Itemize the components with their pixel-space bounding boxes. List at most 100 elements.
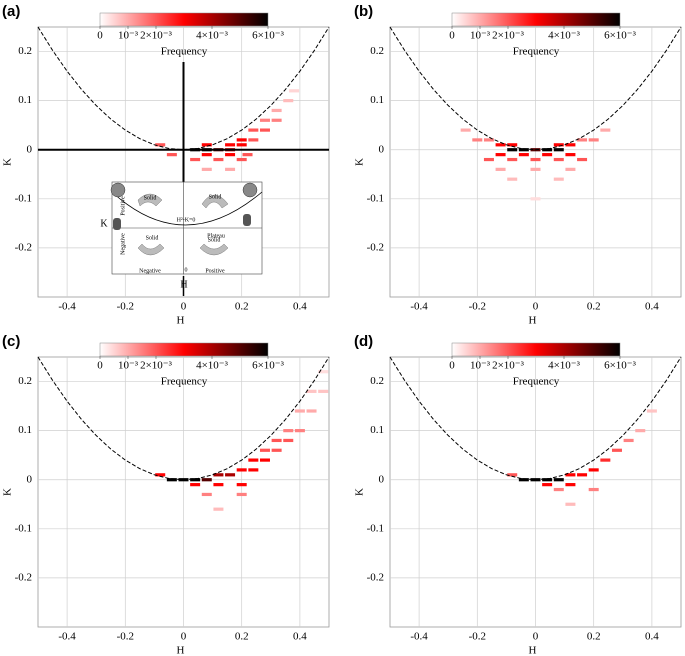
colorbar-label: Frequency: [513, 46, 560, 58]
heat-cell: [283, 99, 294, 103]
heat-cell: [213, 483, 224, 487]
colorbar-tick-label: 0: [97, 360, 103, 372]
cylinder: [243, 214, 251, 226]
y-tick-label: 0.2: [370, 45, 384, 57]
y-tick-label: 0: [27, 473, 33, 485]
heat-cell: [225, 153, 236, 157]
colorbar-tick-label: 6×10⁻³: [604, 360, 637, 372]
y-tick-label: 0.1: [18, 424, 32, 436]
panel: -0.4 -0.2 0 0.2 0.4 -0.2 -0.1 0 0.1 0.2 0 10⁻³ 2×10⁻…: [354, 333, 682, 656]
inset-label: Solid: [146, 235, 159, 241]
heat-cell: [600, 458, 611, 462]
heat-cell: [306, 389, 317, 393]
y-tick-label: 0: [379, 143, 385, 155]
x-tick-label: -0.4: [410, 631, 428, 643]
heat-cell: [472, 138, 483, 142]
x-tick-label: -0.2: [469, 301, 486, 313]
heat-cell: [542, 478, 553, 482]
y-tick-label: 0.2: [18, 45, 32, 57]
y-tick-label: -0.1: [15, 522, 32, 534]
heat-cell: [577, 157, 588, 162]
colorbar: [451, 12, 621, 27]
heat-cell: [553, 487, 564, 492]
x-tick-label: 0: [181, 301, 187, 313]
heat-cell: [155, 473, 166, 477]
colorbar-tick-label: 6×10⁻³: [252, 30, 285, 42]
boundary-curve: [389, 26, 682, 151]
heat-cell: [248, 138, 259, 142]
x-tick-label: 0.4: [645, 301, 659, 313]
x-tick-label: -0.2: [117, 631, 134, 643]
heat-cell: [236, 143, 247, 147]
colorbar-tick-label: 4×10⁻³: [196, 360, 229, 372]
heat-cell: [565, 502, 576, 506]
heat-cell: [201, 143, 212, 147]
heat-cell: [565, 167, 576, 171]
x-tick-label: -0.4: [410, 301, 428, 313]
heat-cell: [460, 128, 471, 132]
x-tick-label: 0.4: [293, 301, 307, 313]
colorbar-tick-label: 2×10⁻³: [140, 30, 173, 42]
panel-label: (c): [2, 333, 20, 350]
x-tick-label: 0.2: [587, 631, 601, 643]
colorbar-tick-label: 10⁻³: [118, 360, 139, 372]
heat-cell: [242, 153, 253, 157]
heat-cell: [565, 143, 576, 147]
y-tick-label: 0.1: [370, 424, 384, 436]
heat-cell: [283, 429, 294, 433]
heat-cell: [565, 483, 576, 487]
heat-cell: [225, 143, 236, 147]
heat-cell: [553, 177, 564, 181]
heat-cell: [248, 468, 259, 472]
colorbar-tick-label: 4×10⁻³: [196, 30, 229, 42]
surface: [199, 243, 229, 256]
panel-label: (d): [354, 333, 373, 350]
heat-cell: [588, 468, 599, 472]
heat-cell: [588, 138, 599, 142]
inset-label: H²-K=0: [177, 217, 196, 223]
x-axis-label: H: [529, 645, 537, 656]
colorbar-tick-label: 0: [97, 30, 103, 42]
heat-cell: [553, 143, 564, 147]
heat-cell: [248, 458, 259, 462]
inset-label: Positive: [120, 196, 126, 216]
x-tick-label: 0: [533, 631, 539, 643]
heat-cell: [294, 409, 305, 413]
heat-cell: [518, 148, 529, 152]
y-tick-label: -0.2: [15, 571, 32, 583]
x-tick-label: 0.2: [235, 631, 249, 643]
x-axis-label: H: [529, 315, 537, 327]
heat-cell: [201, 492, 212, 497]
y-tick-label: 0: [27, 143, 33, 155]
y-tick-label: -0.1: [367, 522, 384, 534]
y-tick-label: -0.2: [367, 241, 384, 253]
inset-label: Plateau: [207, 233, 225, 239]
heat-cell: [635, 429, 646, 433]
heat-cell: [283, 438, 294, 443]
heat-cell: [236, 468, 247, 472]
y-tick-label: 0.2: [370, 375, 384, 387]
heat-cell: [530, 167, 541, 171]
inset-label: K: [100, 218, 108, 229]
sphere: [110, 182, 126, 198]
colorbar-label: Frequency: [161, 46, 208, 58]
colorbar-tick-label: 0: [449, 30, 455, 42]
panel-label: (a): [2, 3, 20, 20]
heat-cell: [213, 157, 224, 162]
colorbar-tick-label: 2×10⁻³: [492, 360, 525, 372]
x-tick-label: 0: [181, 631, 187, 643]
panel: -0.4 -0.2 0 0.2 0.4 -0.2 -0.1 0 0.1 0.2 0 10⁻³ 2×10⁻…: [2, 333, 330, 656]
inset-label: H: [180, 279, 187, 290]
heat-cell: [289, 89, 300, 93]
heat-cell: [201, 478, 212, 482]
inset-label: Negative: [120, 233, 126, 255]
x-tick-label: 0: [533, 301, 539, 313]
heat-cell: [518, 153, 529, 157]
heat-cell: [577, 473, 588, 477]
heat-cell: [259, 128, 270, 132]
inset-curve: [111, 191, 263, 226]
heat-cell: [542, 153, 553, 157]
heat-cell: [542, 148, 553, 152]
heat-cell: [190, 478, 201, 482]
heat-cell: [623, 438, 634, 443]
